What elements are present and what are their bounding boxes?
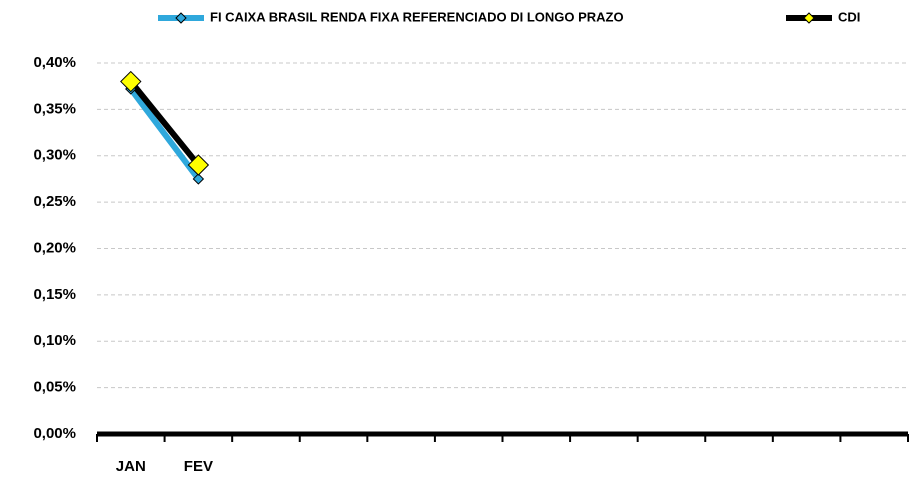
y-tick-label: 0,20% (33, 239, 76, 256)
x-tick-label: JAN (116, 458, 146, 475)
x-tick-label: FEV (184, 458, 213, 475)
legend-marker (803, 12, 815, 24)
y-tick-label: 0,40% (33, 54, 76, 71)
y-tick-label: 0,30% (33, 147, 76, 164)
series-line (127, 78, 202, 169)
series-line (127, 85, 202, 182)
y-tick-label: 0,00% (33, 425, 76, 442)
series-marker (192, 173, 205, 185)
series-marker (187, 154, 210, 176)
legend-label: FI CAIXA BRASIL RENDA FIXA REFERENCIADO … (210, 9, 624, 24)
legend-label: CDI (838, 9, 860, 24)
y-tick-label: 0,35% (33, 100, 76, 117)
series-marker (120, 70, 142, 93)
legend-marker (175, 12, 187, 24)
y-tick-label: 0,05% (33, 379, 76, 396)
y-tick-label: 0,25% (33, 193, 76, 210)
y-tick-label: 0,10% (33, 332, 76, 349)
y-tick-label: 0,15% (33, 286, 76, 303)
